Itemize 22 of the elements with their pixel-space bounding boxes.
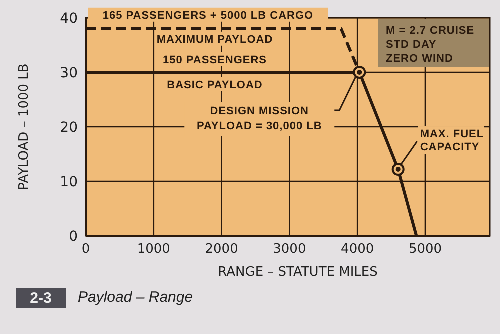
annotation: BASIC PAYLOAD xyxy=(167,80,263,92)
y-tick-label: 10 xyxy=(60,174,78,190)
y-tick-label: 20 xyxy=(60,120,78,136)
x-tick-label: 2000 xyxy=(205,242,238,258)
x-tick-label: 3000 xyxy=(273,242,306,258)
x-axis-title: RANGE – STATUTE MILES xyxy=(218,265,378,280)
annotation: 165 PASSENGERS + 5000 LB CARGO xyxy=(102,10,314,22)
text: Payload – Range xyxy=(78,289,194,306)
annotation: MAXIMUM PAYLOAD xyxy=(156,34,274,46)
x-tick-label: 5000 xyxy=(408,242,442,258)
y-tick-label: 0 xyxy=(69,228,78,245)
annotation: MAX. FUEL CAPACITY xyxy=(420,128,484,154)
y-tick-label: 40 xyxy=(60,10,78,27)
x-tick-label: 0 xyxy=(82,242,90,258)
x-tick-label: 4000 xyxy=(341,242,374,258)
y-axis-title: PAYLOAD – 1000 LB xyxy=(17,64,32,190)
annotation: DESIGN MISSION PAYLOAD = 30,000 LB xyxy=(196,106,322,132)
text: 2-3 xyxy=(30,290,52,307)
annotation: 150 PASSENGERS xyxy=(163,54,268,66)
annotation: M = 2.7 CRUISE STD DAY ZERO WIND xyxy=(386,25,475,65)
y-tick-label: 30 xyxy=(60,65,78,82)
x-tick-label: 1000 xyxy=(137,242,170,258)
